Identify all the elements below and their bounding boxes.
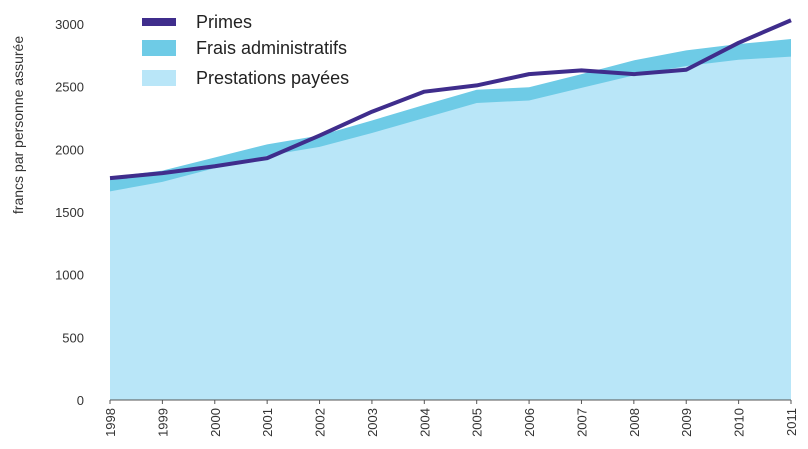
x-tick-label: 2009 [679,408,694,437]
x-tick-label: 2008 [627,408,642,437]
y-tick-label: 0 [77,393,84,408]
x-tick-label: 2002 [313,408,328,437]
legend-swatch [142,40,176,56]
legend-label: Frais administratifs [196,38,347,58]
y-tick-label: 2500 [55,80,84,95]
y-axis-label: francs par personne assurée [10,36,26,214]
x-tick-label: 2000 [208,408,223,437]
y-tick-label: 3000 [55,17,84,32]
legend-swatch [142,70,176,86]
legend-swatch [142,18,176,26]
x-tick-label: 2001 [260,408,275,437]
x-tick-label: 2011 [784,408,799,436]
x-tick-label: 2005 [470,408,485,437]
line-primes [109,18,792,181]
x-tick-label: 2010 [732,408,747,437]
x-tick-label: 1999 [155,408,170,437]
y-tick-label: 2000 [55,142,84,157]
x-tick-label: 2007 [574,408,589,437]
x-tick-label: 2003 [365,408,380,437]
y-tick-label: 1500 [55,205,84,220]
chart-axes: 0 500 1000 1500 2000 2500 3000 1998 1999 2000 2001… [55,17,799,437]
x-tick-label: 1998 [103,408,118,437]
legend-label: Primes [196,12,252,32]
x-tick-label: 2006 [522,408,537,437]
chart-legend: Primes Frais administratifs Prestations pa… [142,12,349,88]
chart-areas [110,39,791,400]
y-tick-label: 1000 [55,268,84,283]
y-tick-label: 500 [62,330,84,345]
x-tick-label: 2004 [417,408,432,437]
area-prestations-payees [110,56,791,400]
legend-label: Prestations payées [196,68,349,88]
chart-lines [109,18,792,181]
